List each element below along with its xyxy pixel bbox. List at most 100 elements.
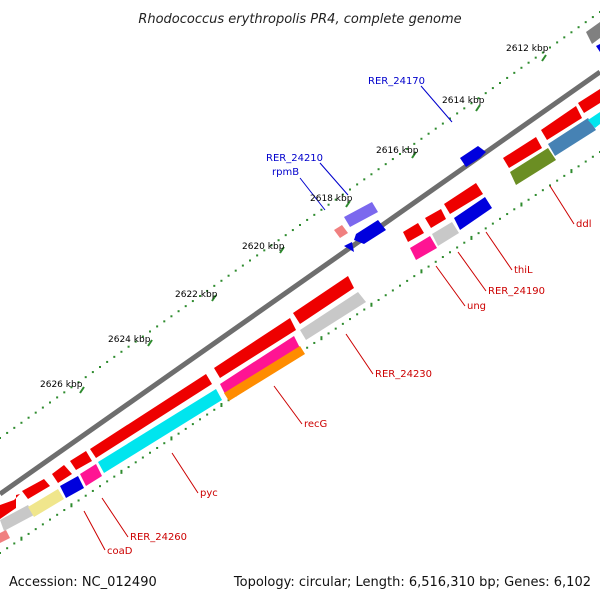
tick-dot bbox=[570, 31, 573, 34]
gene-label[interactable]: RER_24170 bbox=[368, 76, 425, 87]
tick-dot bbox=[541, 51, 544, 54]
gene-bar-pink[interactable] bbox=[334, 225, 348, 238]
gene-label[interactable]: RER_24230 bbox=[375, 369, 432, 380]
tick-dot bbox=[534, 56, 537, 59]
inner-tick-dot bbox=[120, 469, 123, 474]
tick-dot bbox=[441, 122, 444, 125]
tick-dot bbox=[63, 391, 66, 394]
gene-bar-magenta[interactable] bbox=[410, 236, 437, 260]
gene-label[interactable]: thiL bbox=[514, 265, 533, 276]
gene-label[interactable]: pyc bbox=[200, 488, 218, 499]
gene-arrow-blue[interactable] bbox=[344, 242, 354, 252]
tick-dot bbox=[399, 153, 401, 155]
gene-bar-khaki[interactable] bbox=[28, 489, 64, 517]
gene-label[interactable]: ung bbox=[467, 301, 486, 312]
gene-bar-olive[interactable] bbox=[510, 148, 556, 185]
gene-bar-magenta[interactable] bbox=[80, 464, 102, 486]
tick-dot bbox=[49, 401, 51, 404]
gene-arrow-blue[interactable] bbox=[460, 146, 486, 167]
gene-arrow-red[interactable] bbox=[22, 479, 50, 499]
inner-tick-dot bbox=[77, 499, 80, 502]
tick-dot bbox=[377, 168, 380, 171]
gene-label[interactable]: ddl bbox=[576, 219, 591, 230]
tick-label: 2618 kbp bbox=[310, 194, 353, 204]
label-leader-line bbox=[319, 162, 349, 196]
inner-tick-dot bbox=[456, 246, 459, 249]
genome-summary-text: Topology: circular; Length: 6,516,310 bp… bbox=[233, 575, 591, 590]
gene-arrow-red[interactable] bbox=[541, 106, 582, 140]
inner-tick-dot bbox=[199, 418, 201, 421]
gene-bar-cyan[interactable] bbox=[588, 112, 600, 128]
tick-label: 2616 kbp bbox=[376, 146, 419, 156]
gene-arrow-red[interactable] bbox=[214, 318, 296, 378]
gene-bar-magenta[interactable] bbox=[220, 336, 300, 396]
tick-dot bbox=[84, 376, 87, 379]
gene-arrow-blue[interactable] bbox=[354, 220, 386, 244]
gene-bar-grey[interactable] bbox=[0, 505, 34, 531]
gene-arrow-red[interactable] bbox=[70, 451, 92, 470]
gene-bar-slateblue[interactable] bbox=[344, 202, 378, 227]
gene-arrow-red[interactable] bbox=[578, 89, 600, 113]
inner-tick-dot bbox=[41, 523, 44, 526]
tick-label: 2614 kbp bbox=[442, 96, 485, 106]
gene-label[interactable]: RER_24210 bbox=[266, 153, 323, 164]
tick-dot bbox=[591, 16, 594, 19]
gene-arrow-red[interactable] bbox=[52, 465, 72, 483]
inner-tick-dot bbox=[177, 432, 180, 435]
inner-tick-dot bbox=[156, 446, 159, 449]
tick-dot bbox=[363, 178, 366, 181]
gene-arrow-red[interactable] bbox=[293, 276, 354, 324]
gene-arrow-red[interactable] bbox=[0, 494, 20, 519]
inner-tick-dot bbox=[341, 322, 344, 325]
map-title: Rhodococcus erythropolis PR4, complete g… bbox=[138, 12, 461, 27]
gene-bar-grey[interactable] bbox=[300, 292, 366, 340]
tick-dot bbox=[477, 97, 480, 100]
gene-bar-blue[interactable] bbox=[454, 197, 492, 230]
gene-arrow-red[interactable] bbox=[403, 223, 424, 242]
gene-bar-steelblue[interactable] bbox=[548, 118, 596, 156]
inner-tick-dot bbox=[363, 308, 366, 311]
label-leader-line bbox=[435, 265, 466, 307]
inner-tick-dot bbox=[441, 256, 444, 259]
inner-tick-dot bbox=[549, 184, 551, 187]
tick-dot bbox=[384, 163, 387, 166]
tick-dot bbox=[577, 26, 580, 29]
inner-tick-dot bbox=[563, 174, 566, 177]
tick-dot bbox=[41, 406, 44, 409]
gene-label[interactable]: RER_24260 bbox=[130, 532, 187, 543]
gene-label[interactable]: rpmB bbox=[272, 167, 299, 178]
tick-dot bbox=[56, 396, 59, 399]
gene-label[interactable]: coaD bbox=[107, 546, 133, 557]
gene-bar-orange[interactable] bbox=[224, 346, 305, 401]
tick-dot bbox=[256, 254, 259, 257]
gene-label[interactable]: RER_24190 bbox=[488, 286, 545, 297]
tick-dot bbox=[320, 208, 323, 211]
inner-tick-dot bbox=[134, 461, 137, 464]
gene-arrow-red[interactable] bbox=[503, 137, 542, 168]
gene-arrow-red[interactable] bbox=[90, 374, 212, 458]
tick-mark bbox=[147, 339, 153, 347]
gene-bar-blue[interactable] bbox=[60, 476, 84, 498]
gene-arrow-red[interactable] bbox=[425, 209, 446, 228]
inner-tick-dot bbox=[477, 232, 480, 235]
tick-dot bbox=[241, 264, 244, 267]
tick-dot bbox=[334, 198, 337, 201]
tick-mark bbox=[541, 54, 547, 62]
inner-tick-dot bbox=[449, 251, 451, 254]
tick-dot bbox=[77, 381, 80, 384]
tick-dot bbox=[263, 249, 266, 252]
inner-tick-dot bbox=[327, 332, 330, 335]
tick-dot bbox=[149, 330, 151, 333]
gene-bar-pink[interactable] bbox=[0, 530, 10, 543]
gene-bar-grey[interactable] bbox=[432, 222, 459, 246]
gene-bar-grey[interactable] bbox=[586, 22, 600, 44]
tick-mark bbox=[79, 386, 85, 394]
gene-arrow-blue[interactable] bbox=[596, 44, 600, 52]
tick-dot bbox=[434, 127, 437, 130]
tick-dot bbox=[177, 310, 180, 313]
gene-label[interactable]: recG bbox=[304, 419, 327, 430]
tick-dot bbox=[6, 431, 9, 434]
gene-bar-cyan[interactable] bbox=[98, 389, 222, 473]
tick-dot bbox=[563, 36, 566, 39]
gene-arrow-red[interactable] bbox=[444, 183, 483, 214]
